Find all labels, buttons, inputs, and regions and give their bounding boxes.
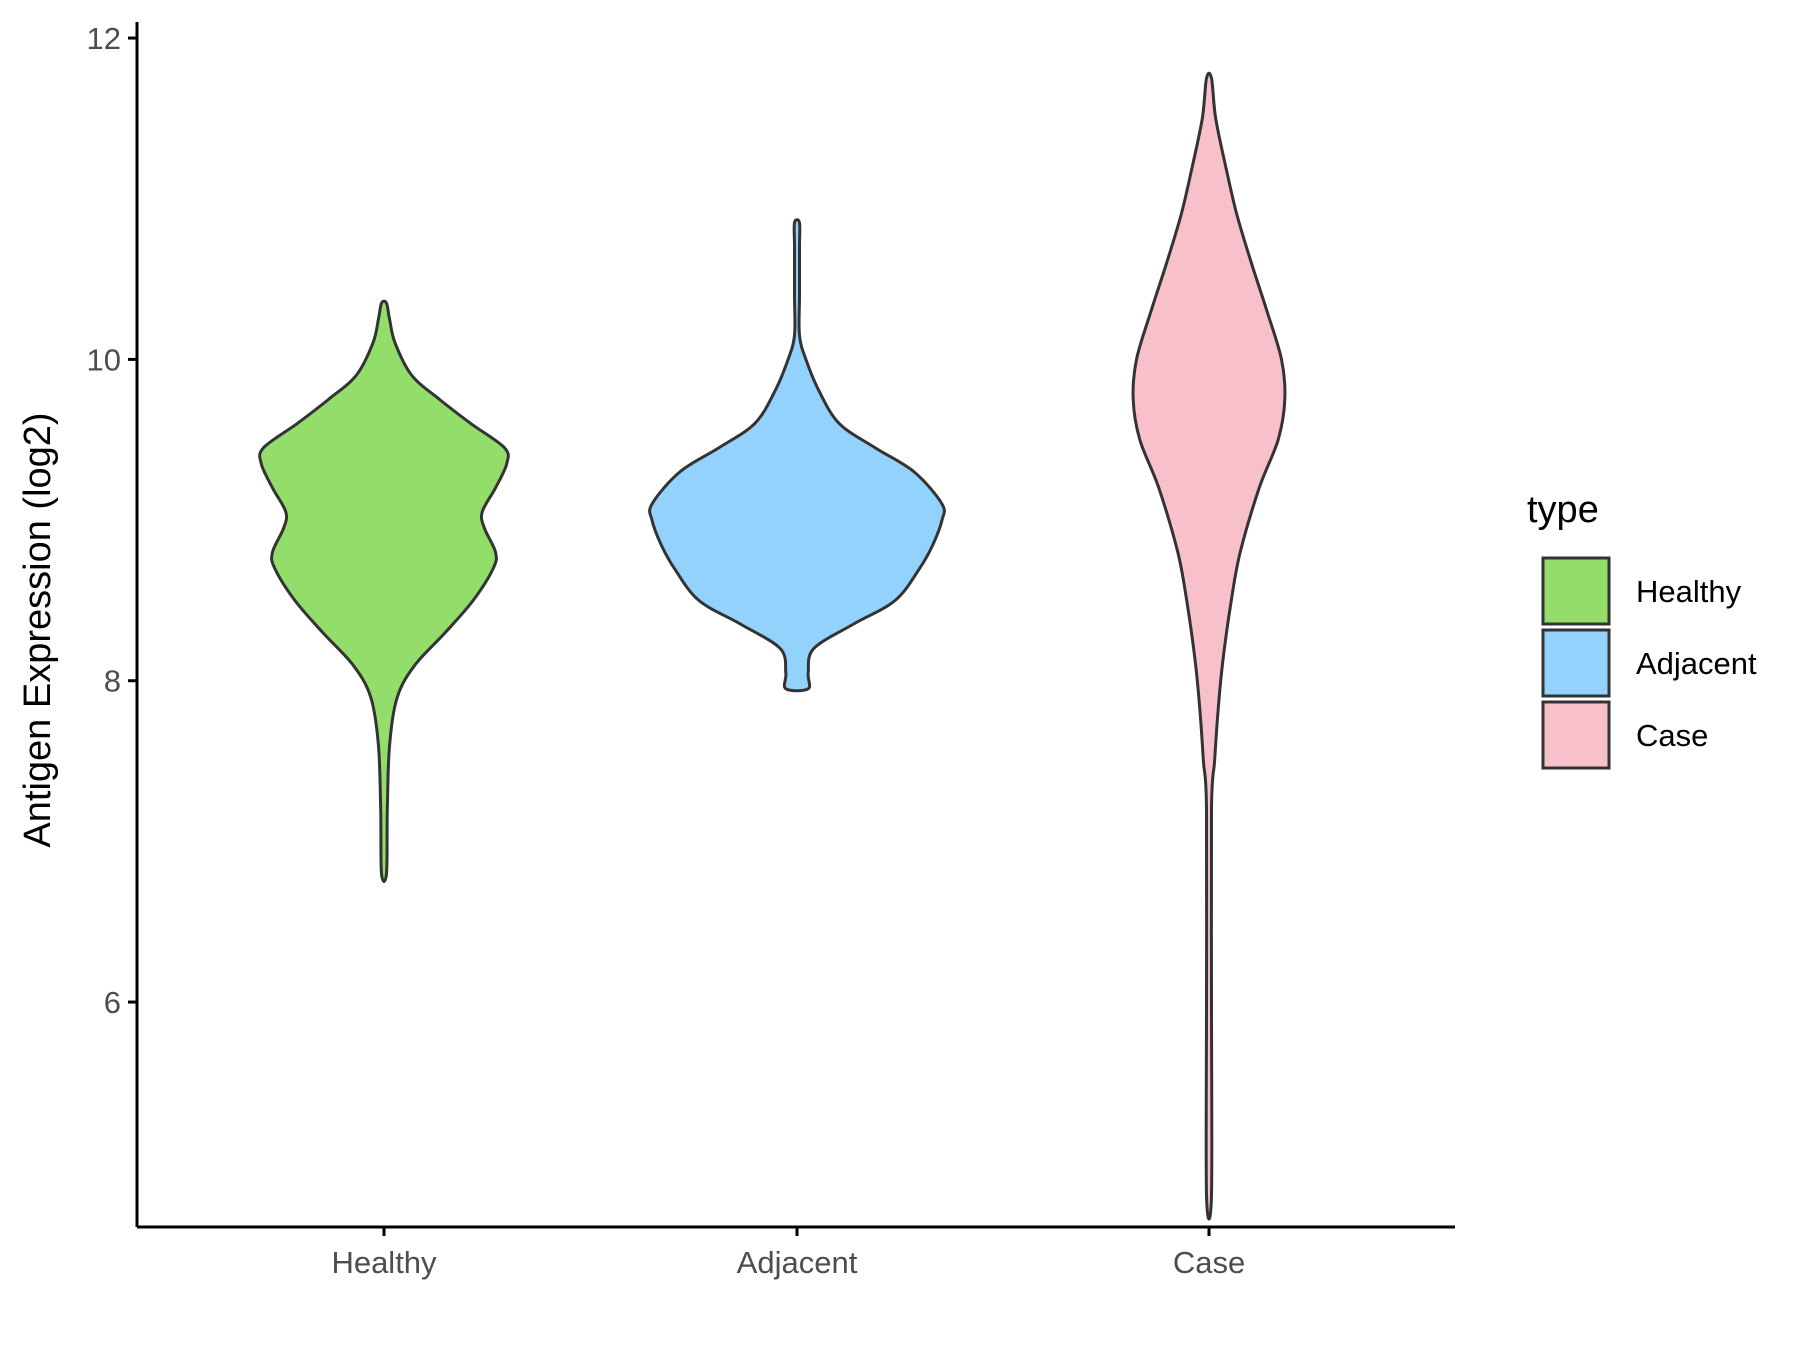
legend-label-adjacent: Adjacent bbox=[1636, 646, 1757, 681]
violin-case bbox=[1131, 71, 1287, 1221]
y-tick-label: 6 bbox=[104, 985, 121, 1020]
legend-label-healthy: Healthy bbox=[1636, 574, 1742, 609]
legend-key-adjacent bbox=[1541, 628, 1611, 698]
legend: type Healthy Adjacent Case bbox=[1527, 489, 1757, 770]
violin-healthy bbox=[258, 299, 510, 884]
legend-label-case: Case bbox=[1636, 718, 1708, 753]
y-tick-label: 12 bbox=[87, 21, 121, 56]
legend-title: type bbox=[1527, 489, 1599, 531]
x-axis: Healthy Adjacent Case bbox=[137, 1225, 1455, 1280]
y-axis: 6 8 10 12 bbox=[87, 21, 139, 1227]
plot-area bbox=[258, 71, 1287, 1221]
x-tick-label: Case bbox=[1173, 1245, 1245, 1280]
x-tick-label: Adjacent bbox=[737, 1245, 858, 1280]
y-tick-label: 10 bbox=[87, 342, 121, 377]
legend-key-healthy bbox=[1541, 556, 1611, 626]
y-axis-title: Antigen Expression (log2) bbox=[17, 412, 59, 847]
legend-key-case bbox=[1541, 700, 1611, 770]
violin-adjacent bbox=[648, 218, 946, 693]
x-tick-label: Healthy bbox=[331, 1245, 437, 1280]
y-tick-label: 8 bbox=[104, 664, 121, 699]
